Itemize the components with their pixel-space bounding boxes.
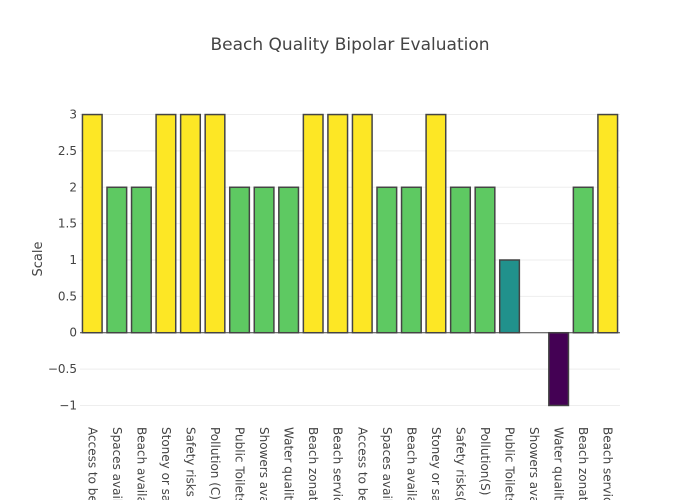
y-tick-label: 0	[69, 326, 77, 340]
bar	[130, 186, 152, 334]
bar	[228, 186, 251, 334]
y-tick-label: 2.5	[58, 144, 77, 158]
x-tick-label: Beach service	[601, 427, 615, 500]
bar	[548, 331, 570, 407]
x-tick-label: Safety risks (C	[183, 427, 197, 500]
y-tick-label: 1	[69, 253, 77, 267]
bar	[204, 113, 226, 334]
x-tick-label: Showers avai	[257, 427, 271, 500]
bar	[572, 186, 594, 334]
x-tick-label: Public Toilets	[503, 427, 517, 500]
x-tick-label: Safety risks(S	[453, 427, 467, 500]
bar	[278, 186, 300, 334]
y-axis-ticks: 3 2.5 2 1.5 1 0.5 0 −0.5 −1	[48, 108, 77, 413]
bar	[253, 186, 275, 334]
x-tick-label: Beach service	[331, 427, 345, 500]
bar	[425, 113, 447, 334]
x-tick-label: Beach zonatio	[576, 427, 590, 500]
chart-title: Beach Quality Bipolar Evaluation	[210, 35, 489, 55]
bar	[351, 113, 373, 334]
bar	[155, 113, 177, 334]
bar	[179, 113, 202, 334]
x-tick-label: Spaces availa	[110, 427, 124, 500]
y-tick-label: 2	[69, 180, 77, 194]
y-tick-label: 3	[69, 108, 77, 122]
x-tick-label: Spaces availa	[380, 427, 394, 500]
y-tick-label: 0.5	[58, 289, 77, 303]
bar	[81, 113, 103, 334]
x-tick-label: Showers avail	[527, 427, 541, 500]
y-axis-label: Scale	[31, 242, 46, 277]
bar	[327, 113, 349, 334]
bar	[106, 186, 128, 334]
bar	[474, 186, 496, 334]
x-tick-label: Stoney or san	[429, 427, 443, 500]
bar	[376, 186, 398, 334]
bar	[498, 259, 521, 334]
x-tick-label: Public Toilets	[233, 427, 247, 500]
bar	[302, 113, 324, 334]
bar	[400, 186, 422, 334]
x-tick-label: Beach availab	[404, 427, 418, 500]
y-tick-label: −1	[59, 398, 77, 412]
x-tick-label: Access to bea	[85, 427, 99, 500]
x-tick-label: Beach zonatio	[306, 427, 320, 500]
x-tick-label: Water quality	[552, 427, 566, 500]
y-tick-label: 1.5	[58, 217, 77, 231]
x-axis-ticks: Access to bea Spaces availa Beach availab S…	[85, 427, 615, 504]
x-tick-label: Water quality	[282, 427, 296, 500]
y-tick-label: −0.5	[48, 362, 77, 376]
x-tick-label: Stoney or san	[159, 427, 173, 500]
bar	[449, 186, 472, 334]
x-tick-label: Pollution (C)	[208, 427, 222, 500]
x-tick-label: Access to bea	[355, 427, 369, 500]
x-tick-label: Pollution(S)	[478, 427, 492, 495]
bar	[597, 113, 619, 334]
x-tick-label: Beach availab	[134, 427, 148, 500]
